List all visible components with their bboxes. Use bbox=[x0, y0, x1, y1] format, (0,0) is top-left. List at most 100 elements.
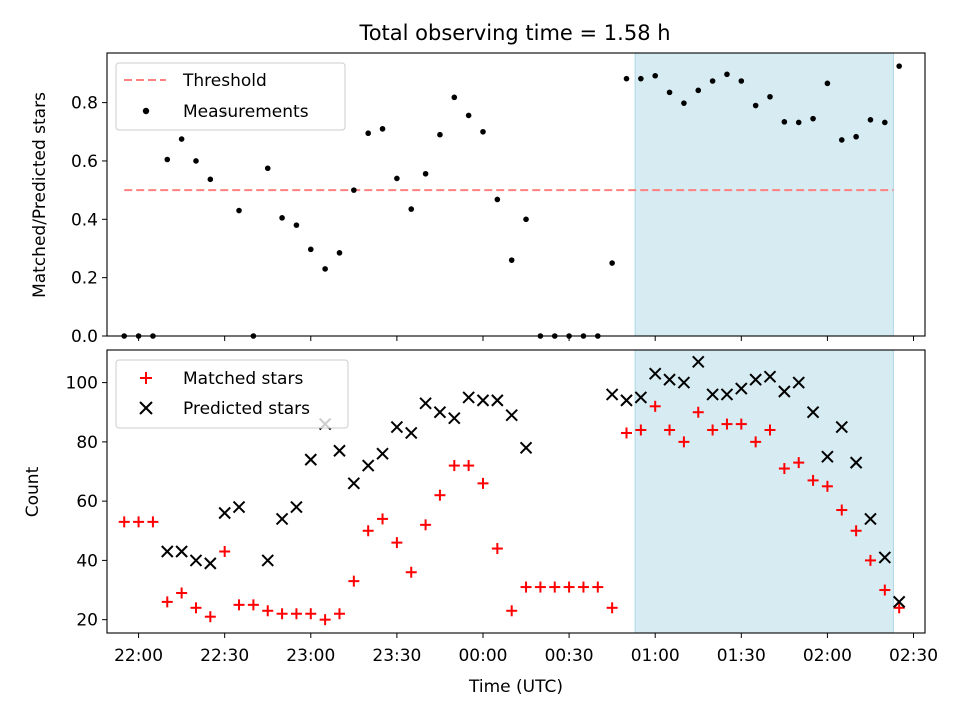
top-shaded-region bbox=[634, 52, 894, 337]
measurement-point bbox=[379, 126, 386, 132]
measurement-point bbox=[695, 87, 702, 94]
matched-star-point bbox=[405, 566, 417, 578]
matched-star-point bbox=[807, 474, 819, 486]
matched-star-point bbox=[463, 460, 475, 472]
measurement-point bbox=[365, 130, 371, 137]
matched-star-point bbox=[362, 525, 374, 537]
matched-star-point bbox=[520, 581, 532, 593]
matched-star-point bbox=[506, 605, 518, 617]
matched-star-point bbox=[707, 424, 719, 436]
matched-star-point bbox=[735, 418, 747, 430]
predicted-star-point bbox=[161, 545, 174, 558]
matched-star-point bbox=[649, 400, 661, 412]
top-y-tick-label: 0.2 bbox=[71, 269, 98, 289]
predicted-star-point bbox=[763, 370, 777, 383]
bottom-plot-area bbox=[118, 349, 906, 634]
matched-star-point bbox=[491, 543, 503, 555]
matched-star-point bbox=[247, 599, 259, 611]
top-legend-box bbox=[115, 62, 346, 131]
matched-star-point bbox=[276, 608, 288, 620]
matched-star-point bbox=[721, 418, 733, 430]
bottom-y-tick-label: 80 bbox=[76, 433, 98, 453]
matched-star-point bbox=[190, 602, 202, 614]
legend-matched-label: Matched stars bbox=[183, 369, 303, 389]
predicted-star-point bbox=[663, 373, 676, 386]
legend-predicted-label: Predicted stars bbox=[183, 399, 310, 419]
predicted-star-point bbox=[505, 408, 518, 422]
predicted-star-point bbox=[835, 420, 848, 434]
matched-star-point bbox=[893, 602, 905, 614]
bottom-y-ticks: 20 40 60 80 100 bbox=[66, 374, 107, 631]
legend-threshold-label: Threshold bbox=[182, 71, 267, 91]
predicted-star-point bbox=[476, 394, 490, 407]
top-y-tick-label: 0.8 bbox=[71, 94, 98, 114]
x-tick-label: 00:00 bbox=[458, 646, 507, 666]
measurement-point bbox=[178, 136, 185, 142]
measurement-point bbox=[882, 119, 888, 126]
predicted-star-point bbox=[648, 367, 662, 380]
measurement-point bbox=[853, 133, 859, 140]
measurement-point bbox=[867, 117, 874, 123]
predicted-star-point bbox=[878, 551, 892, 564]
matched-star-point bbox=[534, 581, 546, 593]
predicted-star-point bbox=[792, 376, 805, 389]
matched-star-point bbox=[592, 581, 604, 593]
measurement-point bbox=[207, 176, 214, 183]
predicted-star-point bbox=[204, 557, 217, 570]
matched-star-point bbox=[778, 463, 790, 475]
measurement-point bbox=[838, 137, 845, 143]
predicted-star-point bbox=[333, 444, 346, 457]
predicted-star-point bbox=[376, 447, 389, 460]
figure-title: Total observing time = 1.58 h bbox=[358, 21, 670, 45]
measurement-point bbox=[795, 119, 802, 126]
predicted-star-point bbox=[706, 388, 719, 401]
measurement-point bbox=[480, 128, 486, 135]
matched-star-point bbox=[635, 424, 647, 436]
measurement-point bbox=[279, 215, 285, 221]
measurement-point bbox=[896, 63, 902, 69]
bottom-x-ticks: 22:00 22:30 23:00 23:30 00:00 00:30 01:00 01:30… bbox=[114, 633, 938, 666]
predicted-star-point bbox=[290, 500, 303, 514]
matched-star-point bbox=[793, 457, 805, 469]
predicted-star-point bbox=[735, 382, 748, 395]
legend-predicted-swatch bbox=[139, 401, 153, 415]
matched-star-point bbox=[233, 599, 245, 611]
measurement-point bbox=[264, 165, 271, 172]
x-tick-label: 23:30 bbox=[372, 646, 421, 666]
predicted-star-point bbox=[448, 411, 461, 425]
top-y-ticks: 0.0 0.2 0.4 0.6 0.8 bbox=[71, 94, 107, 347]
measurement-point bbox=[523, 216, 529, 223]
matched-star-point bbox=[821, 480, 833, 492]
measurement-point bbox=[408, 206, 415, 212]
matched-star-point bbox=[305, 608, 317, 620]
measurement-point bbox=[738, 78, 745, 84]
measurement-point bbox=[609, 260, 615, 266]
matched-star-point bbox=[118, 516, 130, 528]
predicted-star-point bbox=[304, 453, 317, 466]
bottom-axes-frame bbox=[106, 349, 926, 634]
matched-star-point bbox=[577, 581, 589, 593]
matched-star-point bbox=[879, 584, 891, 596]
matched-star-point bbox=[319, 614, 331, 626]
bottom-y-tick-label: 40 bbox=[76, 551, 98, 571]
top-y-axis-label: Matched/Predicted stars bbox=[30, 92, 50, 298]
matched-star-point bbox=[262, 605, 274, 617]
predicted-star-point bbox=[433, 406, 447, 419]
matched-star-point bbox=[348, 575, 360, 587]
predicted-star-point bbox=[175, 545, 188, 558]
bottom-legend-box bbox=[115, 359, 349, 429]
top-y-tick-label: 0.0 bbox=[71, 327, 98, 347]
top-axes-frame bbox=[106, 52, 926, 337]
predicted-star-point bbox=[347, 477, 361, 490]
measurement-point bbox=[666, 89, 673, 96]
measurement-point bbox=[437, 131, 443, 138]
measurement-point bbox=[293, 222, 300, 228]
measurement-point bbox=[638, 75, 644, 82]
predicted-star-point bbox=[749, 373, 762, 386]
matched-star-point bbox=[750, 436, 762, 448]
legend-measurements-swatch bbox=[142, 107, 150, 115]
x-tick-label: 02:00 bbox=[803, 646, 852, 666]
predicted-star-point bbox=[419, 397, 432, 410]
measurement-point bbox=[394, 175, 400, 182]
